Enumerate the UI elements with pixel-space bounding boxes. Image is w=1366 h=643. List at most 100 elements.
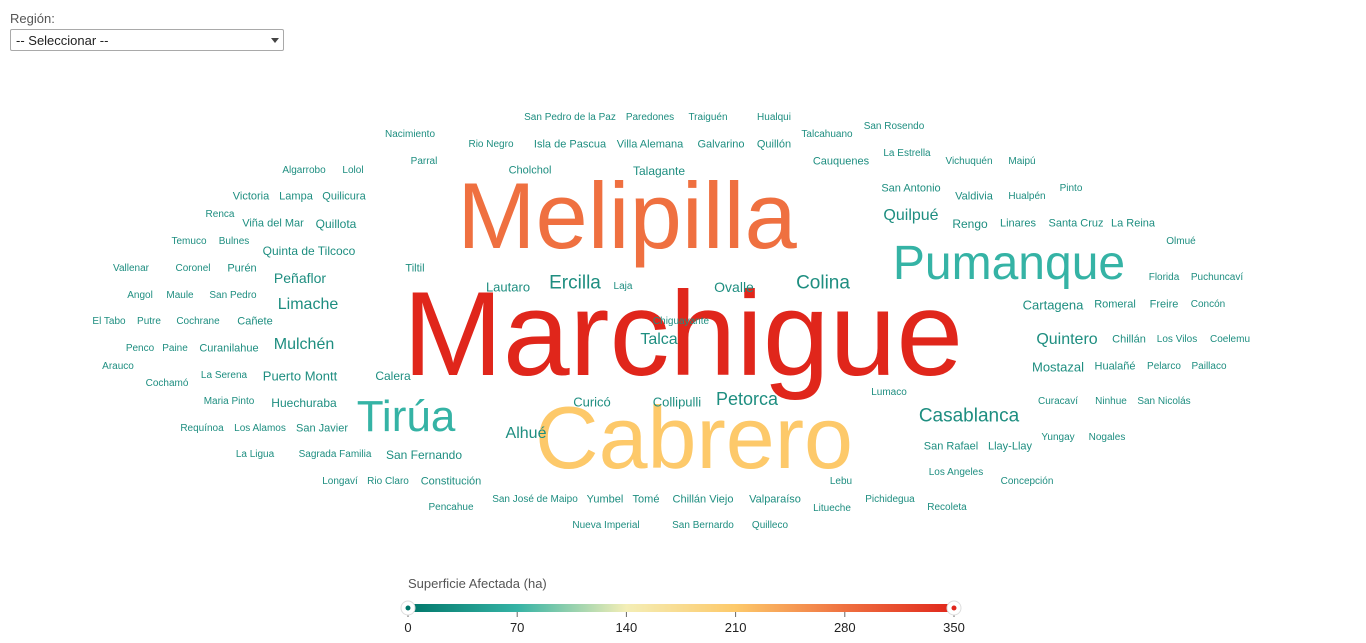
word-victoria[interactable]: Victoria bbox=[232, 190, 270, 203]
word-lampa[interactable]: Lampa bbox=[279, 190, 313, 203]
word-ercilla[interactable]: Ercilla bbox=[549, 272, 601, 294]
word-recoleta[interactable]: Recoleta bbox=[927, 502, 967, 513]
word-pencahue[interactable]: Pencahue bbox=[428, 502, 474, 513]
word-petorca[interactable]: Petorca bbox=[715, 389, 779, 409]
word-quilpu-[interactable]: Quilpué bbox=[883, 207, 939, 224]
word-lumaco[interactable]: Lumaco bbox=[871, 387, 907, 398]
word-paredones[interactable]: Paredones bbox=[625, 112, 675, 123]
word-constituci-n[interactable]: Constitución bbox=[420, 475, 482, 488]
word-huechuraba[interactable]: Huechuraba bbox=[271, 396, 337, 410]
word-los-vilos[interactable]: Los Vilos bbox=[1156, 334, 1198, 345]
word-vichuqu-n[interactable]: Vichuquén bbox=[945, 156, 993, 167]
word-nogales[interactable]: Nogales bbox=[1088, 432, 1126, 443]
word-casablanca[interactable]: Casablanca bbox=[918, 405, 1020, 427]
word-tom-[interactable]: Tomé bbox=[632, 493, 660, 506]
word-yungay[interactable]: Yungay bbox=[1041, 432, 1075, 443]
legend-min-handle[interactable] bbox=[400, 600, 416, 616]
word-sagrada-familia[interactable]: Sagrada Familia bbox=[298, 449, 372, 460]
word-villa-alemana[interactable]: Villa Alemana bbox=[616, 138, 684, 151]
word-valpara-so[interactable]: Valparaíso bbox=[749, 493, 801, 506]
word-paillaco[interactable]: Paillaco bbox=[1191, 361, 1227, 372]
word-chiguayante[interactable]: Chiguayante bbox=[652, 316, 710, 327]
word-talagante[interactable]: Talagante bbox=[632, 164, 686, 178]
word-quilleco[interactable]: Quilleco bbox=[751, 520, 789, 531]
word-hualp-n[interactable]: Hualpén bbox=[1008, 191, 1046, 202]
word-curic-[interactable]: Curicó bbox=[573, 394, 611, 410]
word-coelemu[interactable]: Coelemu bbox=[1209, 334, 1251, 345]
word-ca-ete[interactable]: Cañete bbox=[237, 315, 273, 328]
word-pinto[interactable]: Pinto bbox=[1059, 183, 1083, 194]
word-maip-[interactable]: Maipú bbox=[1008, 156, 1036, 167]
word-curanilahue[interactable]: Curanilahue bbox=[199, 342, 259, 355]
word-laja[interactable]: Laja bbox=[613, 281, 633, 292]
word-bulnes[interactable]: Bulnes bbox=[218, 236, 250, 247]
word-collipulli[interactable]: Collipulli bbox=[652, 394, 702, 410]
word-san-pedro[interactable]: San Pedro bbox=[209, 290, 257, 301]
word-colina[interactable]: Colina bbox=[796, 272, 850, 294]
word-litueche[interactable]: Litueche bbox=[813, 503, 851, 514]
word-san-pedro-de-la-paz[interactable]: San Pedro de la Paz bbox=[524, 112, 616, 123]
word-parral[interactable]: Parral bbox=[410, 156, 438, 167]
word-coronel[interactable]: Coronel bbox=[175, 263, 211, 274]
word-requ-noa[interactable]: Requínoa bbox=[180, 423, 224, 434]
word-renca[interactable]: Renca bbox=[205, 209, 235, 220]
word-tiltil[interactable]: Tiltil bbox=[405, 262, 425, 275]
word-la-serena[interactable]: La Serena bbox=[200, 370, 248, 381]
legend-max-handle[interactable] bbox=[946, 600, 962, 616]
word-penco[interactable]: Penco bbox=[125, 343, 155, 354]
word-algarrobo[interactable]: Algarrobo bbox=[282, 165, 326, 176]
word-pur-n[interactable]: Purén bbox=[227, 262, 257, 275]
word-putre[interactable]: Putre bbox=[137, 316, 161, 327]
region-select[interactable]: -- Seleccionar -- bbox=[10, 29, 284, 51]
word-linares[interactable]: Linares bbox=[999, 217, 1037, 230]
word-quillota[interactable]: Quillota bbox=[315, 217, 357, 231]
word-san-rafael[interactable]: San Rafael bbox=[923, 440, 979, 453]
word-cauquenes[interactable]: Cauquenes bbox=[812, 155, 870, 168]
word-maria-pinto[interactable]: Maria Pinto bbox=[203, 396, 255, 407]
word-los-alamos[interactable]: Los Alamos bbox=[234, 423, 286, 434]
word-maule[interactable]: Maule bbox=[166, 290, 194, 301]
word-cholchol[interactable]: Cholchol bbox=[508, 164, 552, 177]
word-nueva-imperial[interactable]: Nueva Imperial bbox=[572, 520, 640, 531]
word-huala-[interactable]: Hualañé bbox=[1094, 360, 1136, 373]
word-puerto-montt[interactable]: Puerto Montt bbox=[262, 368, 338, 384]
word-olmu-[interactable]: Olmué bbox=[1166, 236, 1196, 247]
word-san-jos-de-maipo[interactable]: San José de Maipo bbox=[492, 494, 578, 505]
word-chill-n-viejo[interactable]: Chillán Viejo bbox=[672, 493, 734, 506]
word-puchuncav-[interactable]: Puchuncaví bbox=[1190, 272, 1244, 283]
word-vi-a-del-mar[interactable]: Viña del Mar bbox=[242, 217, 304, 230]
word-quintero[interactable]: Quintero bbox=[1036, 331, 1098, 348]
word-cochrane[interactable]: Cochrane bbox=[176, 316, 220, 327]
word-san-bernardo[interactable]: San Bernardo bbox=[672, 520, 734, 531]
word-isla-de-pascua[interactable]: Isla de Pascua bbox=[533, 138, 607, 151]
word-pe-aflor[interactable]: Peñaflor bbox=[273, 270, 327, 286]
word-llay-llay[interactable]: Llay-Llay bbox=[987, 440, 1033, 453]
word-paine[interactable]: Paine bbox=[162, 343, 188, 354]
word-lautaro[interactable]: Lautaro bbox=[485, 279, 531, 295]
word-san-fernando[interactable]: San Fernando bbox=[385, 448, 463, 462]
word-vallenar[interactable]: Vallenar bbox=[113, 263, 149, 274]
word-cabrero[interactable]: Cabrero bbox=[535, 388, 853, 487]
word-ovalle[interactable]: Ovalle bbox=[714, 279, 754, 295]
word-yumbel[interactable]: Yumbel bbox=[586, 493, 624, 506]
word-pichidegua[interactable]: Pichidegua bbox=[865, 494, 915, 505]
word-marchigue[interactable]: Marchigue bbox=[402, 267, 964, 401]
word-alhu-[interactable]: Alhué bbox=[505, 425, 547, 442]
word-pumanque[interactable]: Pumanque bbox=[892, 237, 1126, 290]
word-cocham-[interactable]: Cochamó bbox=[145, 378, 189, 389]
word-freire[interactable]: Freire bbox=[1149, 298, 1179, 311]
word-melipilla[interactable]: Melipilla bbox=[457, 163, 797, 268]
word-talcahuano[interactable]: Talcahuano bbox=[801, 129, 853, 140]
word-hualqui[interactable]: Hualqui bbox=[757, 112, 791, 123]
word-tir-a[interactable]: Tirúa bbox=[356, 392, 456, 441]
word-rio-negro[interactable]: Rio Negro bbox=[468, 139, 514, 150]
word-curacav-[interactable]: Curacaví bbox=[1037, 396, 1079, 407]
word-rio-claro[interactable]: Rio Claro bbox=[367, 476, 409, 487]
word-concepci-n[interactable]: Concepción bbox=[1000, 476, 1054, 487]
word-longav-[interactable]: Longaví bbox=[322, 476, 358, 487]
word-limache[interactable]: Limache bbox=[277, 296, 339, 313]
word-ninhue[interactable]: Ninhue bbox=[1095, 396, 1127, 407]
word-quinta-de-tilcoco[interactable]: Quinta de Tilcoco bbox=[262, 244, 356, 258]
word-romeral[interactable]: Romeral bbox=[1094, 298, 1136, 311]
word-mostazal[interactable]: Mostazal bbox=[1031, 359, 1085, 375]
